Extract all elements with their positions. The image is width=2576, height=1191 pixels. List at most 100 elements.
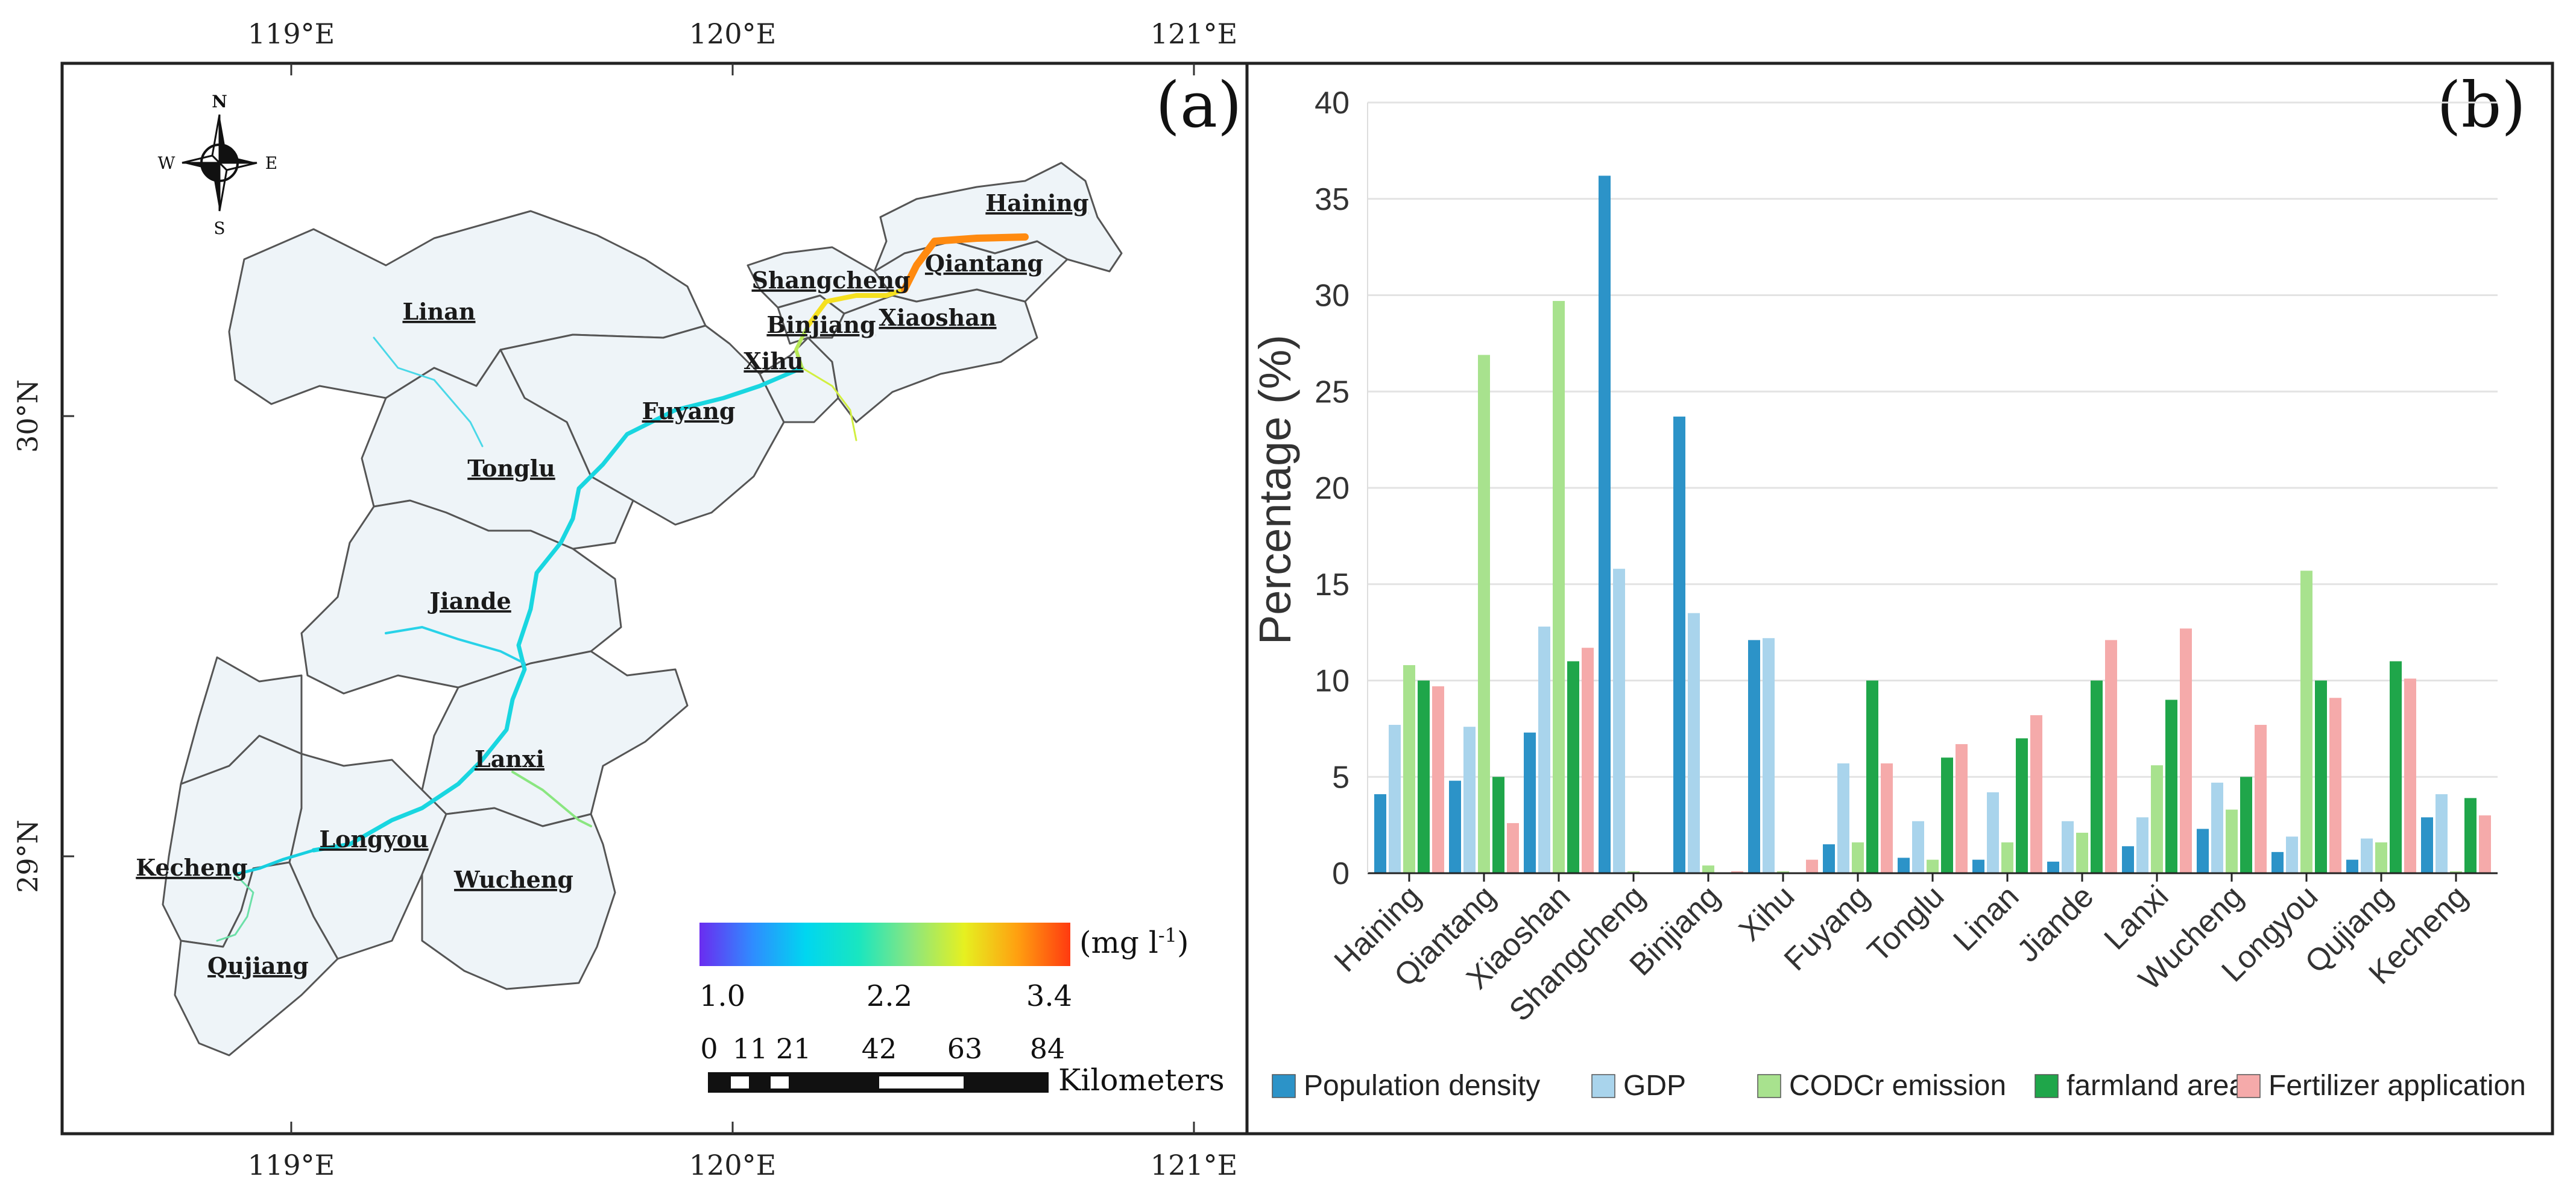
- bar-xihu-gdp: [1763, 638, 1775, 873]
- y-axis-ticks: 0 5 10 15 20 25 30 35 40: [1315, 86, 1350, 891]
- scale-tick-21: 21: [776, 1032, 812, 1065]
- bar-qiantang-farmland-area: [1492, 777, 1504, 873]
- compass-n: N: [212, 92, 227, 112]
- bar-kecheng-codcr-emission: [2450, 871, 2462, 873]
- colorbar: [699, 923, 1070, 966]
- bar-xihu-codcr-emission: [1777, 871, 1789, 873]
- legend-label-farmland-area: farmland area: [2066, 1070, 2245, 1102]
- bar-xiaoshan-gdp: [1538, 627, 1550, 873]
- river-main-upper: [311, 365, 804, 853]
- district-west-strip: [180, 656, 303, 785]
- legend-swatch-fertilizer-application: [2237, 1074, 2261, 1098]
- bar-lanxi-farmland-area: [2165, 700, 2177, 873]
- y-tick-label: 5: [1332, 760, 1350, 795]
- colorbar-tick-max: 3.4: [1026, 979, 1072, 1013]
- district-qujiang: [174, 861, 339, 1057]
- legend-swatch-codcr-emission: [1757, 1074, 1781, 1098]
- bar-kecheng-population-density: [2421, 817, 2433, 873]
- river-main-lower: [233, 848, 315, 876]
- bottom-tick-121: 121°E: [1151, 1149, 1237, 1181]
- bar-wucheng-fertilizer-application: [2255, 724, 2267, 873]
- bar-fuyang-gdp: [1837, 763, 1849, 873]
- bar-binjiang-gdp: [1688, 613, 1700, 873]
- scale-seg-2: [771, 1076, 789, 1088]
- river-xihu: [794, 324, 810, 370]
- river-kecheng: [216, 873, 254, 942]
- label-binjiang: Binjiang: [766, 311, 876, 338]
- y-tick-label: 25: [1315, 374, 1350, 409]
- bar-linan-fertilizer-application: [2030, 715, 2042, 873]
- bar-shangcheng-population-density: [1599, 175, 1611, 873]
- bar-qujiang-codcr-emission: [2375, 842, 2387, 873]
- compass-e: E: [265, 153, 277, 173]
- bar-longyou-population-density: [2271, 851, 2284, 873]
- bar-binjiang-codcr-emission: [1702, 865, 1714, 873]
- left-tick-30n: 30°N: [11, 379, 44, 453]
- bar-longyou-farmland-area: [2315, 680, 2327, 873]
- bar-haining-gdp: [1389, 724, 1401, 873]
- bar-linan-population-density: [1972, 859, 1984, 873]
- bar-xiaoshan-farmland-area: [1567, 661, 1579, 873]
- bar-linan-farmland-area: [2016, 738, 2028, 873]
- bar-kecheng-gdp: [2436, 794, 2448, 873]
- bar-qujiang-fertilizer-application: [2404, 678, 2416, 873]
- bar-fuyang-population-density: [1823, 844, 1835, 873]
- district-xiaoshan: [807, 288, 1038, 423]
- compass-w: W: [158, 153, 175, 173]
- river-qiantang: [901, 233, 1029, 293]
- colorbar-unit: (mg l-1): [1079, 924, 1189, 960]
- label-lanxi: Lanxi: [475, 745, 545, 772]
- label-xihu: Xihu: [743, 347, 803, 374]
- bar-fuyang-fertilizer-application: [1881, 763, 1893, 873]
- district-wucheng: [421, 807, 616, 990]
- bottom-tick-120: 120°E: [689, 1149, 776, 1181]
- bar-tonglu-codcr-emission: [1927, 859, 1939, 873]
- scale-unit: Kilometers: [1058, 1063, 1225, 1098]
- y-axis-label: Percentage (%): [1250, 335, 1300, 645]
- bar-qujiang-farmland-area: [2390, 661, 2402, 873]
- bar-jiande-population-density: [2047, 861, 2059, 873]
- bar-longyou-codcr-emission: [2300, 570, 2312, 873]
- colorbar-tick-min: 1.0: [699, 979, 745, 1013]
- legend-label-population-density: Population density: [1304, 1070, 1540, 1102]
- bar-binjiang-population-density: [1673, 416, 1685, 873]
- bar-xiaoshan-fertilizer-application: [1582, 648, 1594, 873]
- bar-jiande-gdp: [2062, 821, 2074, 873]
- label-shangcheng: Shangcheng: [751, 267, 910, 294]
- label-xiaoshan: Xiaoshan: [879, 304, 996, 331]
- bar-jiande-farmland-area: [2091, 680, 2103, 873]
- label-haining: Haining: [985, 189, 1088, 216]
- panel-a-label: (a): [1155, 68, 1242, 142]
- river-shangcheng: [806, 287, 907, 328]
- bar-shangcheng-gdp: [1613, 569, 1625, 873]
- y-tick-label: 0: [1332, 856, 1350, 891]
- legend-label-codcr-emission: CODCr emission: [1789, 1070, 2006, 1102]
- bar-lanxi-fertilizer-application: [2180, 628, 2192, 873]
- bar-wucheng-codcr-emission: [2226, 809, 2238, 873]
- bar-qiantang-fertilizer-application: [1507, 823, 1519, 873]
- legend-label-gdp: GDP: [1623, 1070, 1686, 1102]
- scale-tick-42: 42: [862, 1032, 897, 1065]
- river-jiande: [385, 626, 526, 665]
- label-qujiang: Qujiang: [207, 952, 309, 979]
- scale-tick-63: 63: [947, 1032, 983, 1065]
- scale-seg-3: [879, 1076, 964, 1088]
- left-tick-29n: 29°N: [11, 820, 44, 893]
- river-network: [216, 233, 1029, 942]
- scale-tick-11: 11: [733, 1032, 768, 1065]
- district-labels: Haining Qiantang Shangcheng Xiaoshan Bin…: [136, 189, 1088, 979]
- y-tick-label: 10: [1315, 664, 1350, 699]
- panel-a-tick-marks: [62, 63, 1195, 1134]
- bar-jiande-codcr-emission: [2076, 832, 2088, 873]
- bar-fuyang-farmland-area: [1866, 680, 1878, 873]
- top-tick-121: 121°E: [1151, 17, 1237, 50]
- panel-b-label: (b): [2437, 68, 2526, 142]
- panel-a: 119°E 120°E 121°E 119°E 120°E 121°E 30°N…: [11, 17, 1249, 1181]
- colorbar-tick-mid: 2.2: [867, 979, 912, 1013]
- bar-binjiang-fertilizer-application: [1731, 871, 1743, 873]
- bar-jiande-fertilizer-application: [2105, 640, 2117, 873]
- bar-xiaoshan-population-density: [1524, 732, 1536, 873]
- panel-b-frame: [1245, 62, 2554, 1136]
- bars: [1374, 175, 2491, 874]
